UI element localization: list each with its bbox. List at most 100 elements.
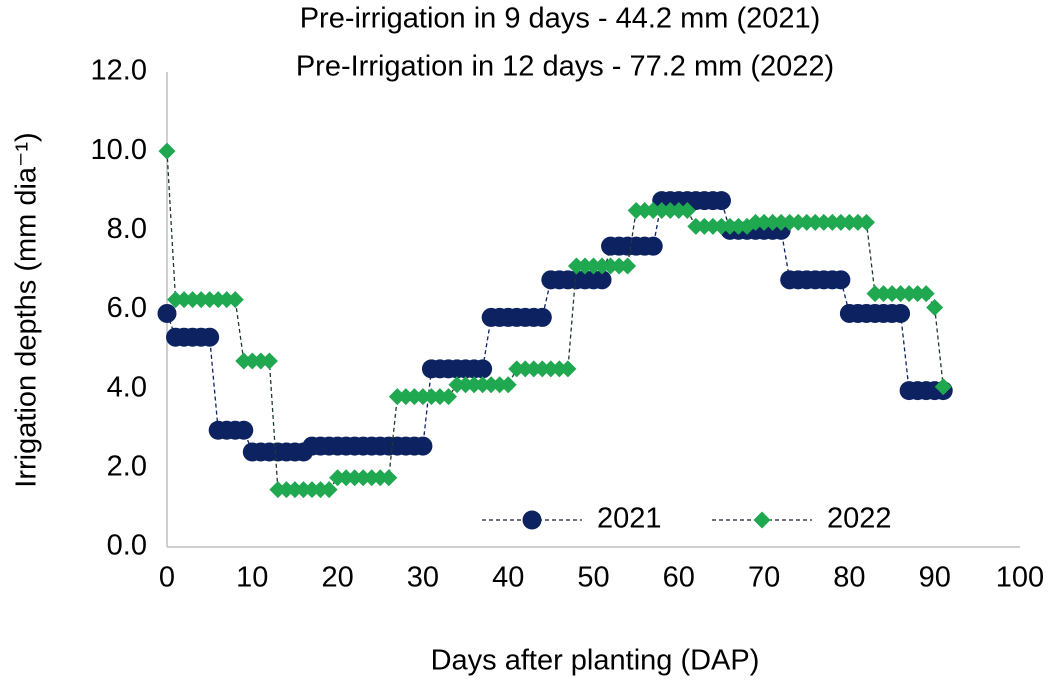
series-0 — [157, 191, 953, 462]
point — [926, 299, 944, 317]
point — [857, 213, 875, 231]
point — [243, 352, 261, 370]
point — [226, 291, 244, 309]
x-tick-label: 80 — [833, 562, 865, 594]
legend-marker — [522, 510, 542, 530]
chart-subtitle: Pre-Irrigation in 12 days - 77.2 mm (202… — [296, 51, 834, 83]
y-tick-label: 2.0 — [107, 450, 147, 482]
point — [849, 213, 867, 231]
point — [474, 376, 492, 394]
point — [235, 352, 253, 370]
point — [388, 388, 406, 406]
point — [670, 202, 688, 220]
point — [414, 388, 432, 406]
point — [532, 307, 552, 327]
point — [294, 481, 312, 499]
point — [789, 213, 807, 231]
point — [712, 217, 730, 235]
point — [747, 213, 765, 231]
point — [550, 360, 568, 378]
legend-label: 2022 — [827, 503, 892, 535]
point — [806, 213, 824, 231]
point — [439, 388, 457, 406]
y-tick-label: 4.0 — [107, 371, 147, 403]
point — [167, 291, 185, 309]
point — [482, 376, 500, 394]
y-tick-label: 8.0 — [107, 213, 147, 245]
series-line — [166, 151, 944, 491]
x-tick-label: 30 — [407, 562, 439, 594]
point — [516, 360, 534, 378]
point — [209, 291, 227, 309]
x-tick-label: 20 — [321, 562, 353, 594]
point — [644, 202, 662, 220]
point — [610, 257, 628, 275]
point — [764, 213, 782, 231]
point — [678, 202, 696, 220]
point — [448, 376, 466, 394]
point — [542, 360, 560, 378]
point — [831, 270, 851, 290]
point — [413, 436, 433, 456]
x-tick-label: 40 — [492, 562, 524, 594]
x-tick-label: 70 — [748, 562, 780, 594]
point — [260, 352, 278, 370]
point — [371, 469, 389, 487]
point — [755, 213, 773, 231]
point — [380, 469, 398, 487]
point — [303, 481, 321, 499]
point — [823, 213, 841, 231]
point — [781, 213, 799, 231]
point — [354, 469, 372, 487]
point — [592, 270, 612, 290]
point — [892, 285, 910, 303]
point — [798, 213, 816, 231]
point — [661, 202, 679, 220]
y-tick-label: 6.0 — [107, 292, 147, 324]
x-tick-label: 0 — [159, 562, 175, 594]
point — [337, 469, 355, 487]
point — [312, 481, 330, 499]
legend-label: 2021 — [597, 503, 662, 535]
point — [405, 388, 423, 406]
point — [909, 285, 927, 303]
point — [252, 352, 270, 370]
point — [934, 378, 952, 396]
point — [200, 327, 220, 347]
point — [465, 376, 483, 394]
point — [687, 217, 705, 235]
x-tick-label: 60 — [663, 562, 695, 594]
point — [184, 291, 202, 309]
chart-title: Pre-irrigation in 9 days - 44.2 mm (2021… — [300, 3, 821, 35]
point — [704, 217, 722, 235]
point — [593, 257, 611, 275]
point — [832, 213, 850, 231]
point — [875, 285, 893, 303]
point — [457, 376, 475, 394]
point — [234, 420, 254, 440]
point — [158, 142, 176, 160]
point — [192, 291, 210, 309]
point — [499, 376, 517, 394]
point — [320, 481, 338, 499]
point — [491, 376, 509, 394]
point — [533, 360, 551, 378]
x-axis-label: Days after planting (DAP) — [431, 645, 760, 677]
y-tick-label: 12.0 — [91, 55, 147, 87]
point — [508, 360, 526, 378]
point — [397, 388, 415, 406]
point — [473, 359, 493, 379]
point — [585, 257, 602, 275]
point — [730, 217, 748, 235]
legend-marker — [753, 511, 771, 529]
point — [772, 213, 790, 231]
point — [525, 360, 543, 378]
point — [329, 469, 347, 487]
x-tick-label: 90 — [919, 562, 951, 594]
point — [636, 202, 654, 220]
point — [917, 285, 935, 303]
point — [422, 388, 440, 406]
y-tick-label: 10.0 — [91, 134, 147, 166]
point — [891, 303, 911, 323]
